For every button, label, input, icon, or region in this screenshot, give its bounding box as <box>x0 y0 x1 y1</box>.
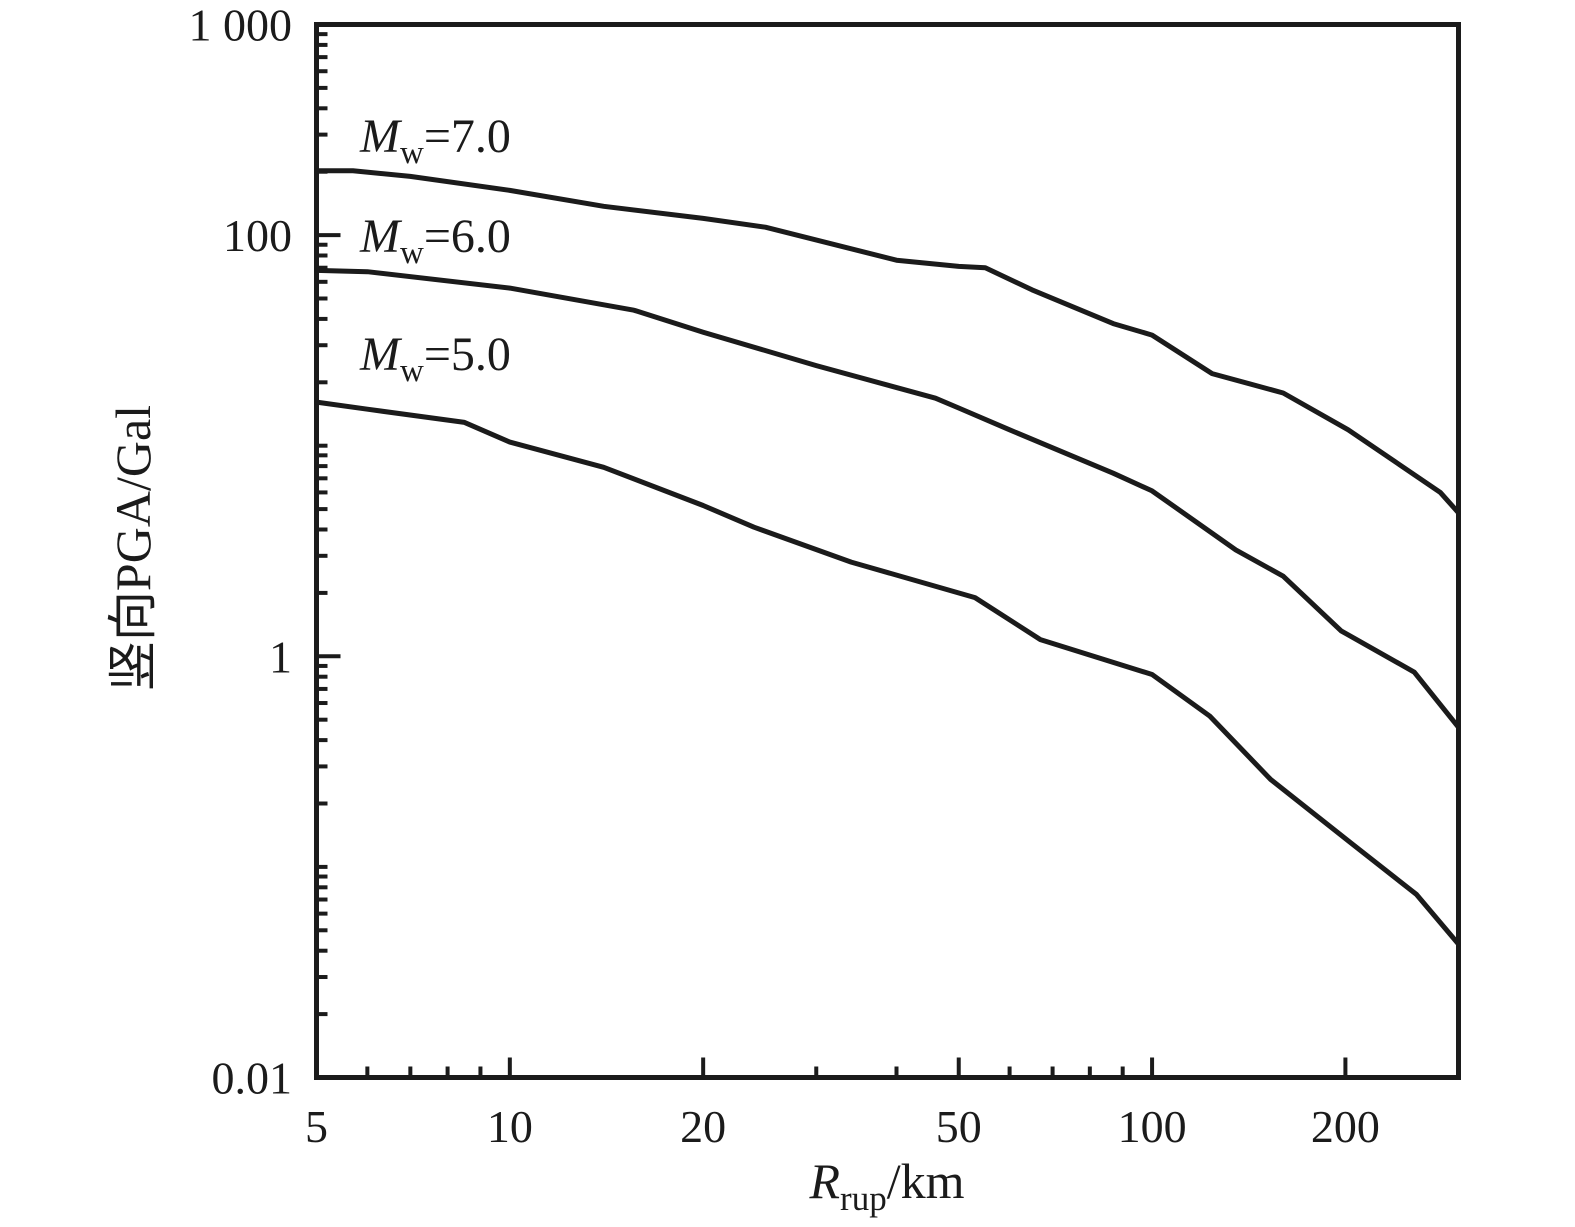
series-label-mw6: Mw=6.0 <box>359 210 511 271</box>
y-axis-title: 竖向PGA/Gal <box>105 405 161 691</box>
x-tick-label: 100 <box>1118 1101 1187 1152</box>
y-axis-ticks <box>316 32 341 1017</box>
plot-area-border <box>314 22 1461 1080</box>
series-line-mw6 <box>314 267 1461 730</box>
x-tick-label: 50 <box>936 1101 982 1152</box>
y-tick-label: 1 <box>269 631 292 682</box>
series-label-mw7: Mw=7.0 <box>359 110 511 171</box>
y-axis-tick-labels: 1 000 100 1 0.01 <box>189 0 293 1104</box>
x-axis-title: Rrup/km <box>809 1153 965 1218</box>
x-axis-ticks <box>365 1057 1348 1078</box>
attenuation-curves <box>314 168 1461 947</box>
series-line-mw7 <box>314 168 1461 516</box>
x-tick-label: 5 <box>305 1101 328 1152</box>
series-line-mw5 <box>314 399 1461 947</box>
x-tick-label: 10 <box>487 1101 533 1152</box>
y-tick-label: 100 <box>223 210 292 261</box>
y-tick-label: 0.01 <box>212 1053 293 1104</box>
y-tick-label: 1 000 <box>189 0 293 51</box>
curve-labels: Mw=7.0 Mw=6.0 Mw=5.0 <box>359 110 511 389</box>
x-tick-label: 20 <box>680 1101 726 1152</box>
x-tick-label: 200 <box>1311 1101 1380 1152</box>
series-label-mw5: Mw=5.0 <box>359 328 511 389</box>
x-axis-tick-labels: 5 10 20 50 100 200 <box>305 1101 1380 1152</box>
